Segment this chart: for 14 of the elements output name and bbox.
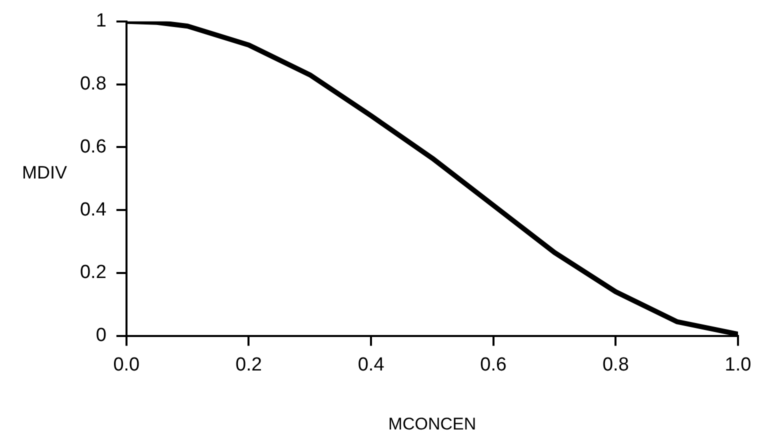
x-tick-label: 0.2: [236, 354, 262, 376]
y-axis-title: MDIV: [22, 162, 67, 183]
x-tick-label: 0.4: [358, 354, 385, 376]
x-tick-label: 0.6: [480, 354, 507, 376]
y-tick-label: 0.2: [80, 262, 106, 284]
x-tick-label: 0.0: [113, 354, 140, 376]
x-axis-title: MCONCEN: [388, 414, 476, 434]
x-tick-label: 0.8: [602, 354, 629, 376]
y-tick-label: 1: [96, 10, 106, 32]
y-tick-label: 0.6: [80, 136, 106, 158]
y-tick-label: 0: [96, 325, 106, 346]
y-tick-label: 0.8: [80, 74, 106, 95]
y-tick-label: 0.4: [80, 199, 107, 220]
x-tick-label: 1.0: [724, 354, 752, 376]
